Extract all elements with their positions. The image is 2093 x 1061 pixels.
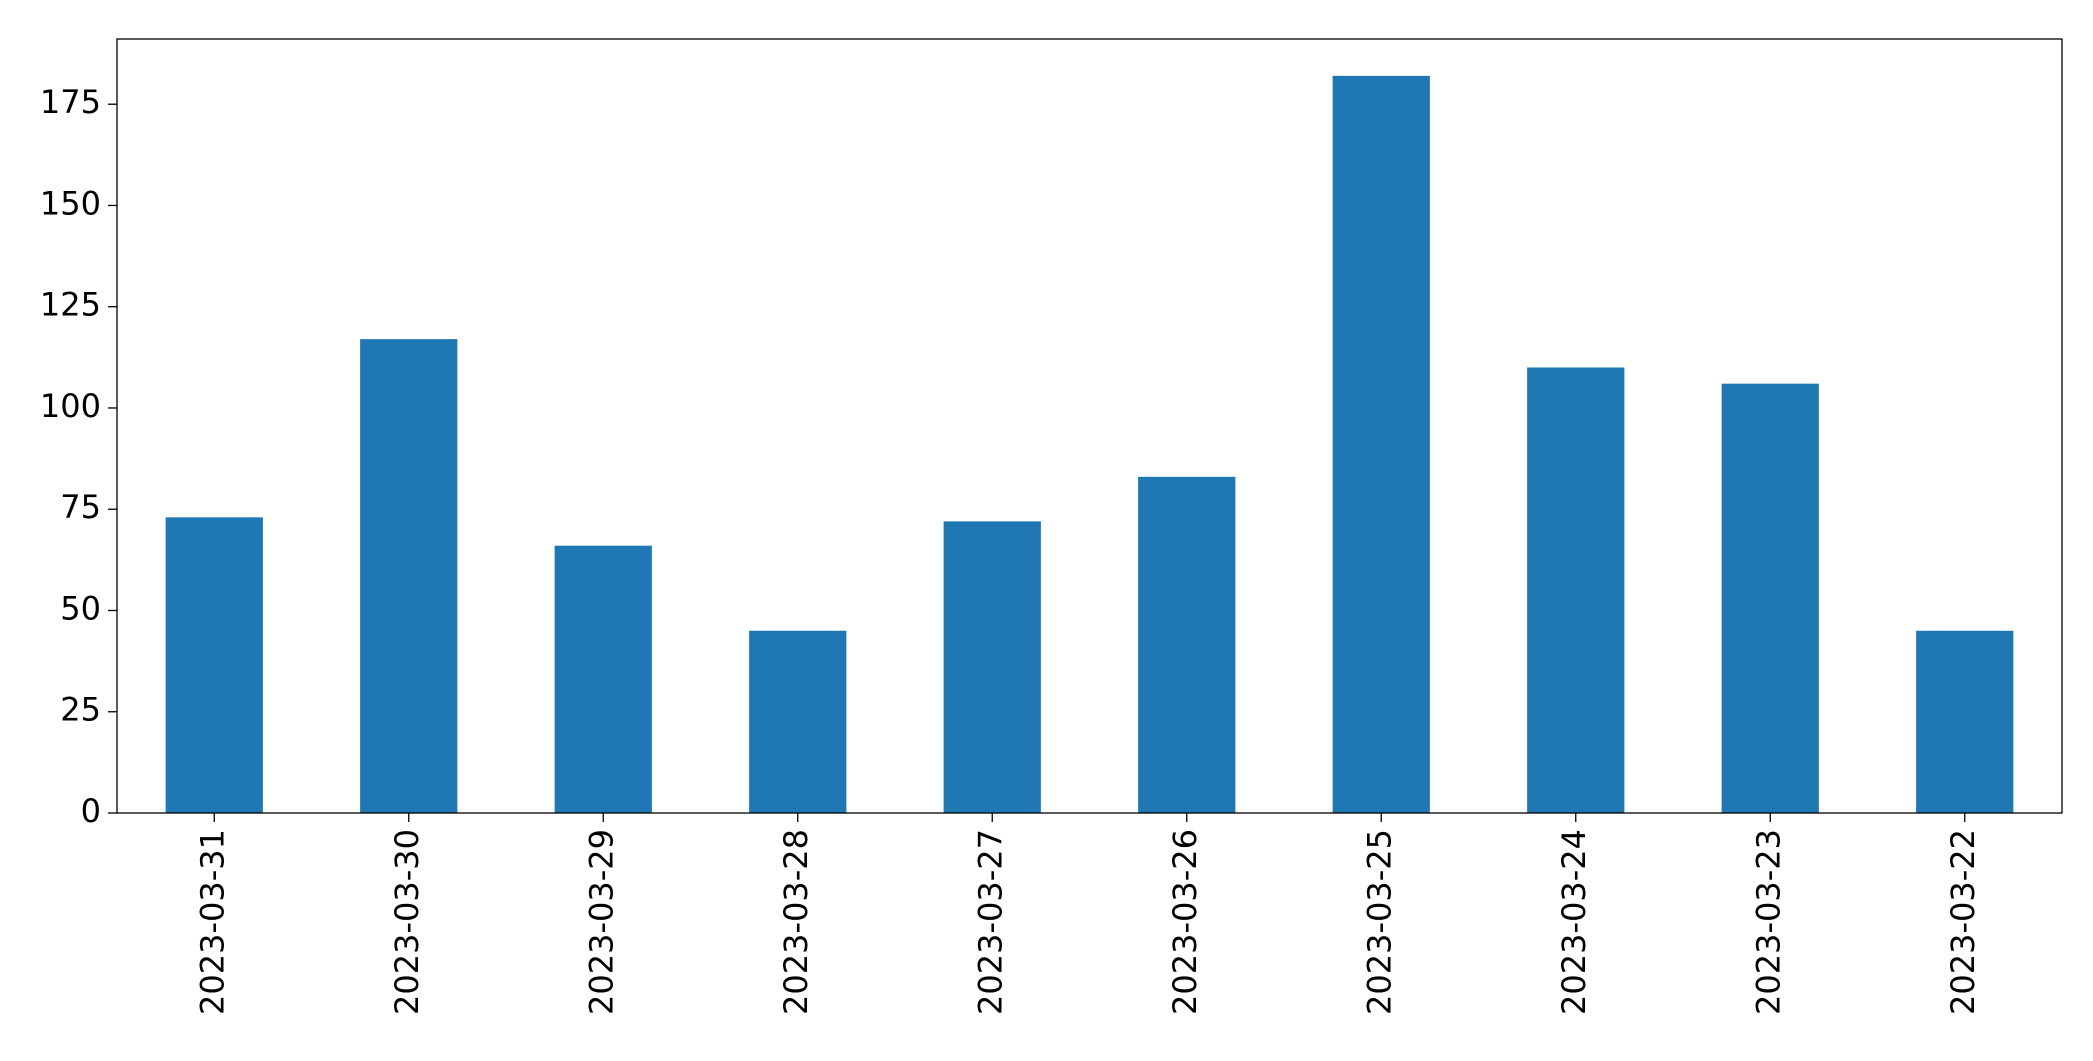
y-tick-label: 150 (40, 184, 101, 222)
y-tick-label: 25 (60, 691, 101, 729)
y-tick-label: 0 (81, 792, 101, 830)
bar (554, 545, 652, 813)
x-tick-label: 2023-03-22 (1944, 829, 1982, 1015)
bar (1332, 75, 1430, 814)
x-tick-label: 2023-03-31 (193, 829, 231, 1015)
plot-frame (116, 38, 2063, 814)
x-tick-label: 2023-03-26 (1166, 829, 1204, 1015)
x-tick-label: 2023-03-24 (1555, 829, 1593, 1015)
bar (1138, 476, 1236, 813)
bar (749, 630, 847, 813)
y-tick-label: 50 (60, 589, 101, 627)
x-tick-label: 2023-03-28 (777, 829, 815, 1015)
bar (1721, 383, 1819, 813)
bar (165, 517, 263, 813)
y-tick-label: 175 (40, 83, 101, 121)
x-tick-label: 2023-03-27 (971, 829, 1009, 1015)
y-tick-label: 100 (40, 387, 101, 425)
x-tick-label: 2023-03-23 (1749, 829, 1787, 1015)
bar (1916, 630, 2014, 813)
x-tick-label: 2023-03-25 (1360, 829, 1398, 1015)
bar (360, 339, 458, 813)
x-tick-label: 2023-03-29 (582, 829, 620, 1015)
bar (1527, 367, 1625, 813)
x-tick-label: 2023-03-30 (388, 829, 426, 1015)
bar (943, 521, 1041, 813)
y-tick-label: 125 (40, 286, 101, 324)
y-tick-label: 75 (60, 488, 101, 526)
